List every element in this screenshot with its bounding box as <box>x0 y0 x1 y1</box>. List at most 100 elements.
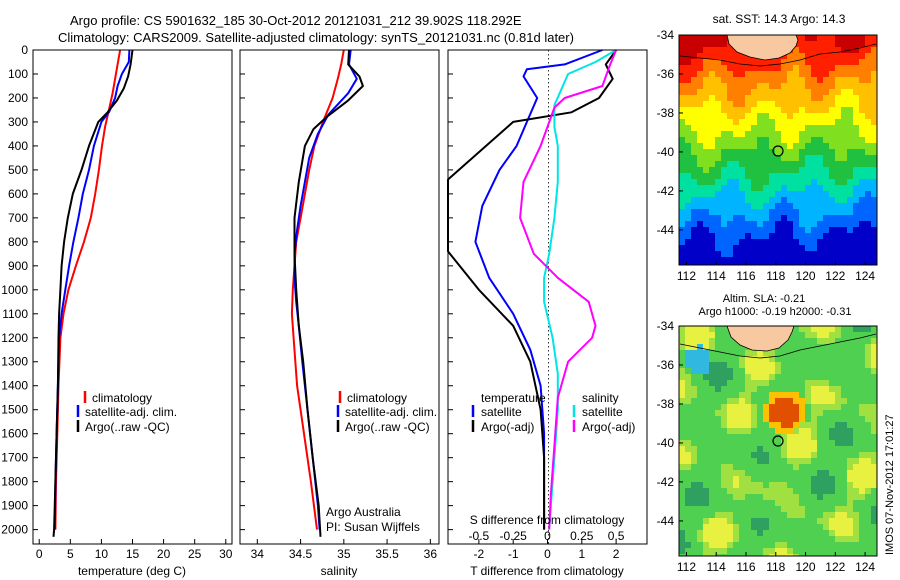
sst-cell <box>811 113 818 120</box>
sst-cell <box>691 143 698 150</box>
sst-cell <box>691 263 698 266</box>
sst-cell <box>787 221 794 228</box>
sst-cell <box>823 239 830 246</box>
sst-cell <box>721 83 728 90</box>
sla-cell <box>853 326 860 333</box>
sst-cell <box>829 89 836 96</box>
sst-cell <box>799 143 806 150</box>
sla-cell <box>757 512 764 519</box>
sst-cell <box>871 53 878 60</box>
sst-cell <box>751 245 758 252</box>
sst-cell <box>799 203 806 210</box>
sst-cell <box>793 77 800 84</box>
sst-cell <box>703 251 710 258</box>
sla-cell <box>751 554 758 557</box>
sst-cell <box>727 101 734 108</box>
sla-cell <box>835 398 842 405</box>
sst-cell <box>811 59 818 66</box>
sla-cell <box>691 542 698 549</box>
sst-cell <box>829 191 836 198</box>
sst-cell <box>697 47 704 54</box>
sst-cell <box>775 83 782 90</box>
sla-cell <box>805 494 812 501</box>
sla-cell <box>865 338 872 345</box>
sst-cell <box>805 239 812 246</box>
sla-cell <box>805 506 812 513</box>
sst-cell <box>697 215 704 222</box>
sla-cell <box>757 368 764 375</box>
sla-cell <box>769 410 776 417</box>
sla-cell <box>799 512 806 519</box>
sst-cell <box>745 143 752 150</box>
sla-cell <box>847 524 854 531</box>
sst-cell <box>775 227 782 234</box>
sst-cell <box>841 113 848 120</box>
sst-cell <box>829 65 836 72</box>
sla-cell <box>817 506 824 513</box>
sst-cell <box>715 149 722 156</box>
sla-cell <box>799 524 806 531</box>
sla-cell <box>697 464 704 471</box>
annotation-pi: PI: Susan Wijffels <box>326 520 420 534</box>
sla-cell <box>865 554 872 557</box>
sst-cell <box>817 41 824 48</box>
sst-cell <box>811 149 818 156</box>
sla-cell <box>829 446 836 453</box>
sst-cell <box>787 89 794 96</box>
sst-cell <box>799 257 806 264</box>
sla-cell <box>697 488 704 495</box>
sla-cell <box>787 440 794 447</box>
sst-cell <box>739 167 746 174</box>
sst-cell <box>817 209 824 216</box>
sst-cell <box>745 125 752 132</box>
lon-tick-label: 120 <box>796 269 816 283</box>
lat-tick-label: -44 <box>657 514 675 528</box>
sst-cell <box>787 167 794 174</box>
sst-cell <box>805 89 812 96</box>
sst-cell <box>769 257 776 264</box>
sst-cell <box>871 185 878 192</box>
legend-header-temperature: temperature <box>481 391 546 405</box>
sst-cell <box>757 245 764 252</box>
sst-cell <box>715 113 722 120</box>
sla-cell <box>691 398 698 405</box>
sst-cell <box>853 197 860 204</box>
sst-cell <box>799 191 806 198</box>
sla-cell <box>787 392 794 399</box>
sst-cell <box>823 197 830 204</box>
sst-cell <box>685 239 692 246</box>
sla-cell <box>685 338 692 345</box>
sla-cell <box>811 458 818 465</box>
sst-cell <box>745 251 752 258</box>
sla-cell <box>715 434 722 441</box>
sla-cell <box>721 386 728 393</box>
sla-cell <box>745 536 752 543</box>
sla-cell <box>811 368 818 375</box>
sla-cell <box>721 344 728 351</box>
legend-label-argo: Argo(..raw -QC) <box>345 420 430 434</box>
sst-cell <box>703 263 710 266</box>
sst-cell <box>835 113 842 120</box>
sla-cell <box>835 530 842 537</box>
sla-cell <box>847 446 854 453</box>
sla-cell <box>841 326 848 333</box>
sla-cell <box>721 392 728 399</box>
sst-cell <box>871 143 878 150</box>
sla-cell <box>679 548 686 555</box>
sst-cell <box>721 251 728 258</box>
sla-cell <box>835 332 842 339</box>
sst-cell <box>745 149 752 156</box>
sla-cell <box>829 362 836 369</box>
sst-cell <box>769 215 776 222</box>
sst-cell <box>775 95 782 102</box>
sst-cell <box>715 245 722 252</box>
sst-cell <box>835 209 842 216</box>
lon-tick-label: 118 <box>766 560 785 574</box>
sst-cell <box>715 71 722 78</box>
sst-cell <box>775 77 782 84</box>
sst-cell <box>781 83 788 90</box>
sst-cell <box>853 209 860 216</box>
sla-cell <box>811 554 818 557</box>
sla-cell <box>721 338 728 345</box>
sst-cell <box>865 89 872 96</box>
